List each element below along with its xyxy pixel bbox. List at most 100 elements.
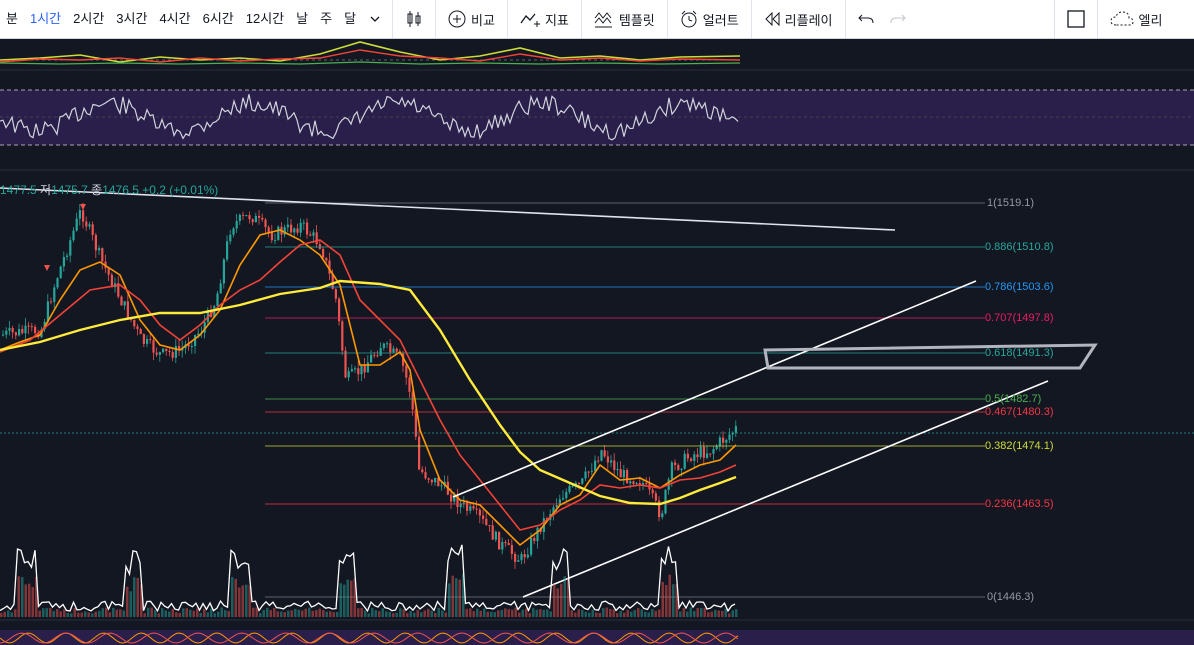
candle [616, 469, 619, 471]
volume-bar [567, 578, 570, 617]
candle [171, 352, 174, 358]
volume-bar [196, 608, 199, 617]
timeframe-4h[interactable]: 4시간 [159, 11, 191, 26]
timeframe-3h[interactable]: 3시간 [116, 11, 148, 26]
candle [488, 525, 491, 527]
volume-bar [535, 609, 538, 617]
volume-bar [626, 609, 629, 617]
alert-label: 얼러트 [702, 12, 739, 28]
volume-bar [493, 612, 496, 617]
candles-icon [405, 10, 423, 28]
highlight-zone-0618[interactable] [763, 343, 1098, 370]
candle [533, 537, 536, 542]
indicators-button[interactable]: 지표 [512, 0, 577, 38]
candle [117, 283, 120, 297]
candle [27, 325, 30, 327]
candle [530, 537, 533, 555]
chart-type-button[interactable] [397, 0, 431, 38]
candle [421, 469, 424, 473]
candle [8, 328, 11, 331]
timeframe-day[interactable]: 날 [296, 11, 309, 26]
volume-bar [696, 608, 699, 617]
candle [235, 221, 238, 229]
candle [411, 391, 414, 410]
cloud-save-button[interactable]: 엘리 [1102, 0, 1171, 38]
candle [146, 339, 149, 344]
fib-label-0: 0(1446.3) [987, 591, 1035, 603]
replay-button[interactable]: 리플레이 [756, 0, 841, 38]
candle [578, 482, 581, 484]
layout-button[interactable] [1059, 0, 1093, 38]
fib-label-0236: 0.236(1463.5) [985, 498, 1054, 510]
candle [485, 518, 488, 526]
volume-bar [661, 581, 664, 617]
templates-button[interactable]: 템플릿 [586, 0, 663, 38]
timeframe-dropdown[interactable] [362, 0, 388, 38]
candle [514, 553, 517, 562]
timeframe-week[interactable]: 주 [320, 11, 333, 26]
volume-bar [175, 612, 178, 617]
candle [392, 348, 395, 353]
timeframe-12h[interactable]: 12시간 [245, 11, 285, 26]
volume-bar [675, 583, 678, 617]
candle [306, 222, 309, 235]
timeframe-1h[interactable]: 1시간 [29, 11, 62, 26]
volume-bar [654, 610, 657, 617]
divider [844, 0, 846, 38]
fibonacci-retracement[interactable] [265, 202, 985, 598]
volume-bar [115, 609, 118, 617]
candle [718, 437, 721, 447]
volume-bar [129, 591, 132, 617]
candle [440, 485, 443, 487]
timeframe-minute[interactable]: 분 [6, 11, 18, 26]
candle [72, 230, 75, 241]
compare-button[interactable]: 비교 [440, 0, 503, 38]
trendlines[interactable] [0, 187, 1098, 598]
volume-bar [570, 610, 573, 617]
volume-bar [17, 576, 20, 617]
timeframe-6h[interactable]: 6시간 [202, 11, 234, 26]
descending-trendline[interactable] [0, 187, 896, 231]
channel-lower-line[interactable] [522, 380, 1049, 598]
volume-bar [483, 608, 486, 617]
volume-bar [126, 586, 129, 617]
volume-bar [430, 610, 433, 617]
alert-button[interactable]: 얼러트 [672, 0, 747, 38]
timeframe-month[interactable]: 달 [344, 11, 357, 26]
volume-bar [539, 609, 542, 617]
top-toolbar: 분 1시간 2시간 3시간 4시간 6시간 12시간 날 주 달 비교 지표 템… [0, 0, 1194, 39]
candle [350, 369, 353, 372]
volume-bar [409, 610, 412, 617]
channel-upper-line[interactable] [452, 280, 977, 498]
volume-bar [574, 612, 577, 617]
candle [587, 471, 590, 473]
volume-bar [280, 611, 283, 617]
volume-bar [595, 612, 598, 617]
volume-bar [150, 607, 153, 617]
volume-bar [423, 610, 426, 617]
chart-canvas[interactable] [0, 39, 1194, 645]
divider [435, 0, 437, 38]
indicators-label: 지표 [544, 12, 569, 28]
candle [658, 500, 661, 518]
volume-bar [252, 607, 255, 617]
candle [558, 499, 561, 506]
timeframe-2h[interactable]: 2시간 [73, 11, 105, 26]
volume-bar [59, 611, 62, 617]
volume-bar [469, 608, 472, 617]
volume-bar [598, 612, 601, 617]
candle [139, 329, 142, 335]
volume-bar [31, 587, 34, 617]
redo-button[interactable] [882, 0, 914, 38]
candle [2, 334, 5, 336]
volume-bar [364, 610, 367, 617]
undo-button[interactable] [850, 0, 882, 38]
candle [94, 235, 97, 251]
ohlc-close-label: 종 [91, 183, 103, 197]
templates-icon [594, 10, 614, 28]
candle [590, 470, 593, 472]
moving-averages [0, 229, 737, 547]
candle [315, 232, 318, 245]
volume-bar [451, 575, 454, 617]
candle [347, 371, 350, 378]
